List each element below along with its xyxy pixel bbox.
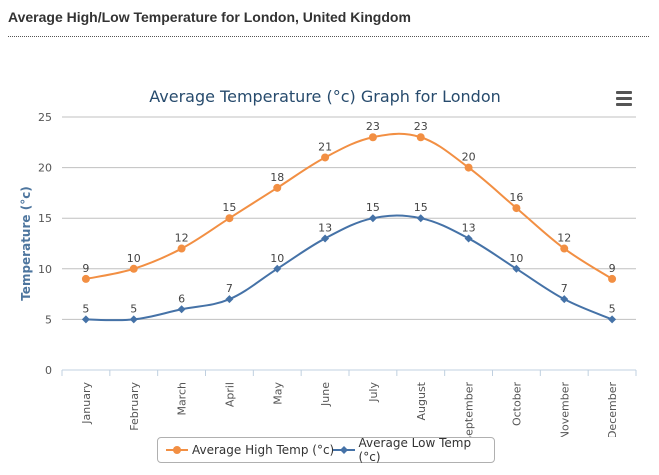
heading-divider [8,36,649,37]
data-label: 9 [82,262,89,275]
legend-item-high[interactable]: Average High Temp (°c) [166,438,334,462]
data-point-low [81,315,90,324]
data-point-low [560,295,569,304]
legend-label-low: Average Low Temp (°c) [358,436,472,464]
data-label: 18 [270,171,284,184]
y-tick-label: 0 [45,364,52,377]
data-label: 21 [318,140,332,153]
data-label: 6 [178,292,185,305]
data-label: 15 [366,201,380,214]
x-tick-label: October [510,382,523,426]
data-label: 10 [270,252,284,265]
data-point-high [177,244,186,253]
data-point-low [225,295,234,304]
x-tick-label: September [463,382,476,437]
chart-title: Average Temperature (°c) Graph for Londo… [149,87,501,106]
x-tick-label: June [319,382,332,407]
chart-legend: Average High Temp (°c) Average Low Temp … [157,436,495,464]
data-label: 16 [509,191,523,204]
x-tick-label: May [271,382,284,405]
data-label: 12 [557,232,571,245]
data-label: 7 [226,282,233,295]
y-tick-label: 10 [38,263,52,276]
data-label: 15 [222,201,236,214]
x-tick-label: November [558,382,571,437]
data-label: 23 [414,120,428,133]
data-label: 5 [130,302,137,315]
data-label: 15 [414,201,428,214]
data-point-low [464,234,473,243]
y-axis-label: Temperature (°c) [19,186,33,301]
data-label: 20 [462,151,476,164]
legend-label-high: Average High Temp (°c) [192,443,335,457]
y-tick-label: 25 [38,111,52,124]
legend-low-marker-icon [333,446,355,454]
y-tick-label: 15 [38,212,52,225]
y-tick-label: 5 [45,313,52,326]
data-label: 13 [462,221,476,234]
data-label: 7 [561,282,568,295]
data-point-high [81,274,90,283]
temperature-chart: Average Temperature (°c) Graph for Londo… [19,87,637,437]
data-point-high [512,204,521,213]
page-heading: Average High/Low Temperature for London,… [8,9,411,25]
data-point-low [321,234,330,243]
x-tick-label: April [223,382,236,407]
data-label: 10 [127,252,141,265]
series-line-low [85,214,613,322]
data-point-low [512,264,521,273]
legend-item-low[interactable]: Average Low Temp (°c) [333,436,494,464]
data-point-low [177,305,186,314]
data-point-high [608,274,617,283]
data-point-high [273,183,282,192]
data-label: 13 [318,221,332,234]
data-point-high [560,244,569,253]
data-label: 5 [82,302,89,315]
data-point-high [464,163,473,172]
x-tick-label: December [606,382,619,437]
x-tick-label: January [80,382,93,425]
data-label: 5 [609,302,616,315]
x-tick-label: February [128,382,141,431]
data-label: 23 [366,120,380,133]
data-label: 9 [609,262,616,275]
data-point-low [368,214,377,223]
data-point-low [129,315,138,324]
data-point-low [416,214,425,223]
x-tick-label: March [176,382,189,416]
y-tick-label: 20 [38,162,52,175]
data-point-high [129,264,138,273]
data-point-high [225,214,234,223]
chart-menu-button[interactable] [611,88,637,108]
data-point-high [416,133,425,142]
series-line-high [85,132,613,280]
x-tick-label: July [367,382,380,403]
data-point-high [321,153,330,162]
data-point-high [368,133,377,142]
x-tick-label: August [415,381,428,420]
data-label: 12 [175,232,189,245]
data-point-low [273,264,282,273]
data-label: 10 [509,252,523,265]
legend-high-marker-icon [166,446,188,454]
data-point-low [608,315,617,324]
